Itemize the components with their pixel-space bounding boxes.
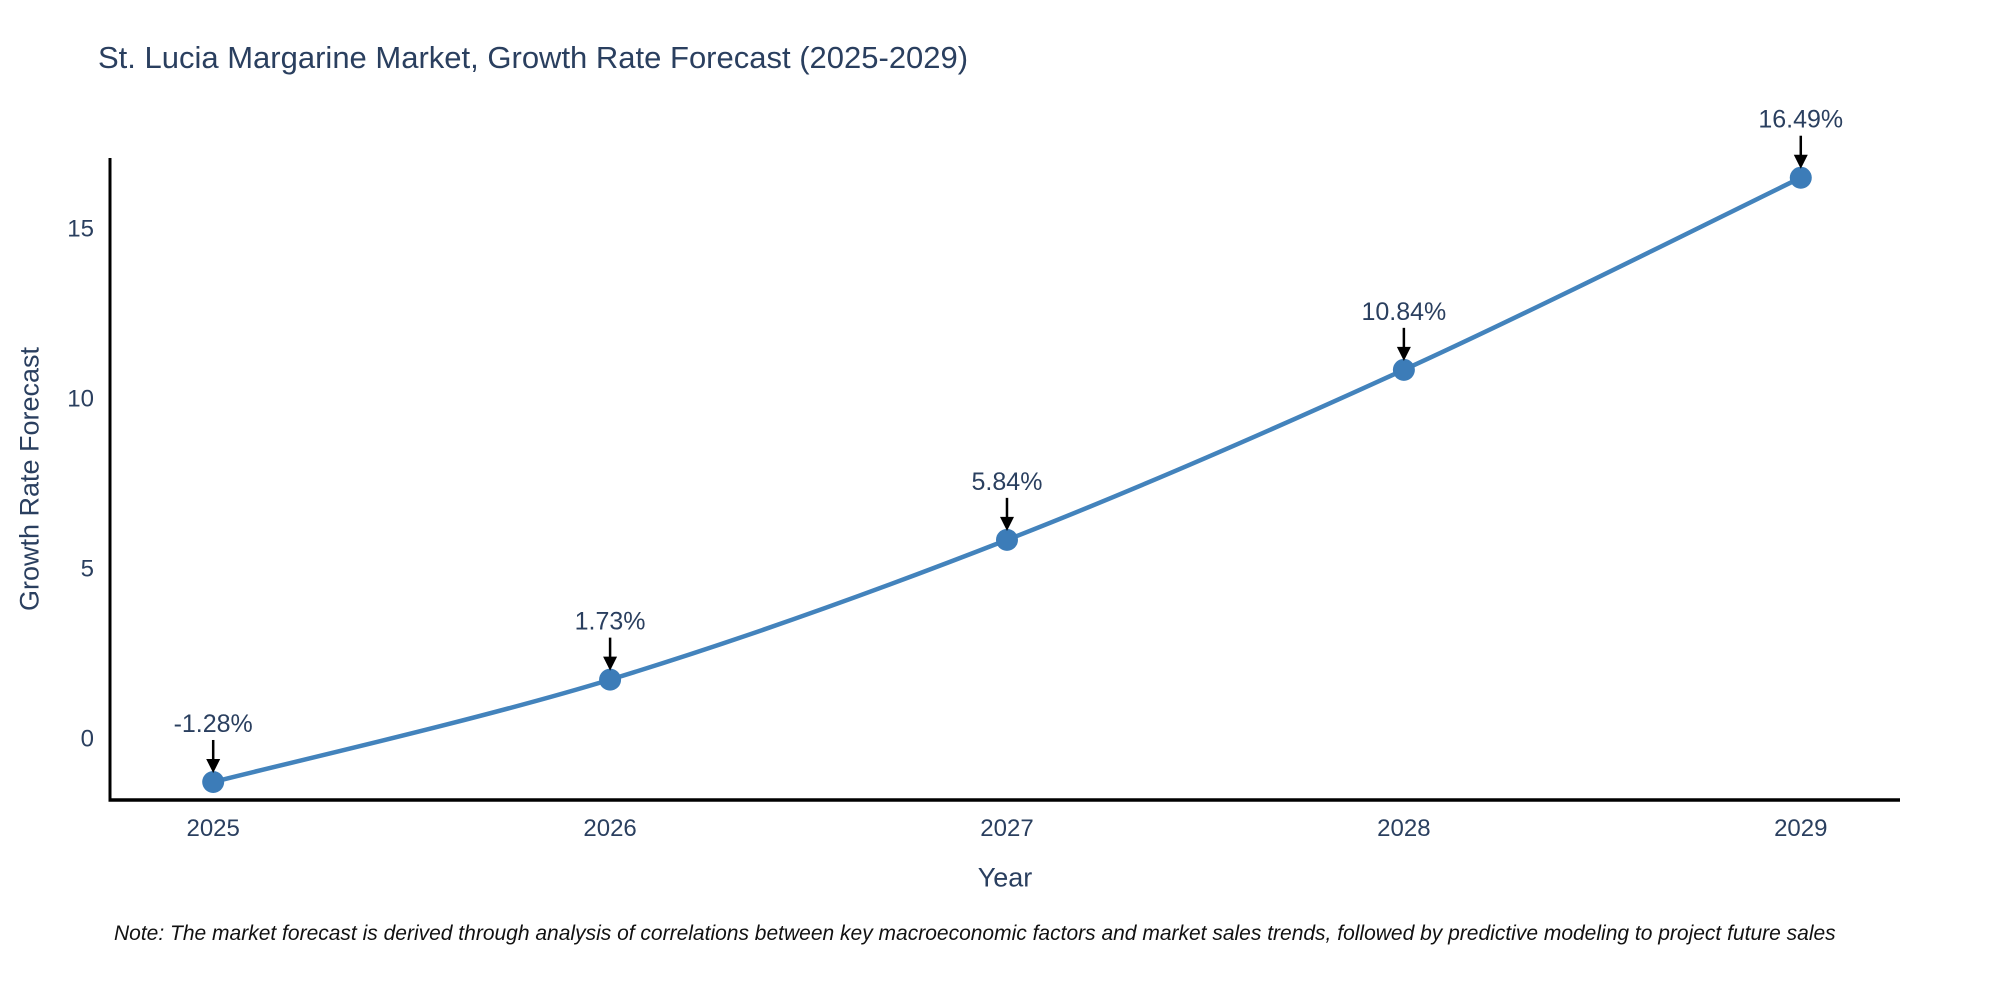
x-tick-label: 2026 [583, 815, 636, 842]
point-label: -1.28% [174, 710, 253, 738]
y-tick-label: 0 [81, 725, 94, 752]
point-label: 5.84% [972, 468, 1043, 496]
x-axis-title: Year [977, 862, 1033, 893]
y-tick-label: 5 [81, 555, 94, 582]
x-tick-label: 2028 [1377, 815, 1430, 842]
y-axis-title: Growth Rate Forecast [14, 346, 45, 612]
y-tick-label: 10 [67, 385, 94, 412]
annotation-arrow-head [603, 656, 618, 671]
annotation-arrow-head [1793, 154, 1808, 169]
data-point-2025 [202, 770, 225, 793]
x-tick-label: 2025 [186, 815, 239, 842]
annotation-arrow-head [206, 758, 221, 773]
point-label: 10.84% [1361, 298, 1446, 326]
x-tick-label: 2027 [980, 815, 1033, 842]
point-label: 1.73% [575, 608, 646, 636]
data-point-2029 [1789, 166, 1812, 189]
x-tick-label: 2029 [1774, 815, 1827, 842]
annotation-arrow-head [1396, 346, 1411, 361]
data-point-2028 [1392, 358, 1415, 381]
chart-title: St. Lucia Margarine Market, Growth Rate … [98, 40, 969, 75]
data-point-2027 [995, 528, 1018, 551]
annotation-arrow-head [999, 516, 1014, 531]
point-label: 16.49% [1758, 106, 1843, 134]
footnote: Note: The market forecast is derived thr… [114, 922, 1836, 945]
y-tick-label: 15 [67, 215, 94, 242]
data-point-2026 [599, 668, 622, 691]
